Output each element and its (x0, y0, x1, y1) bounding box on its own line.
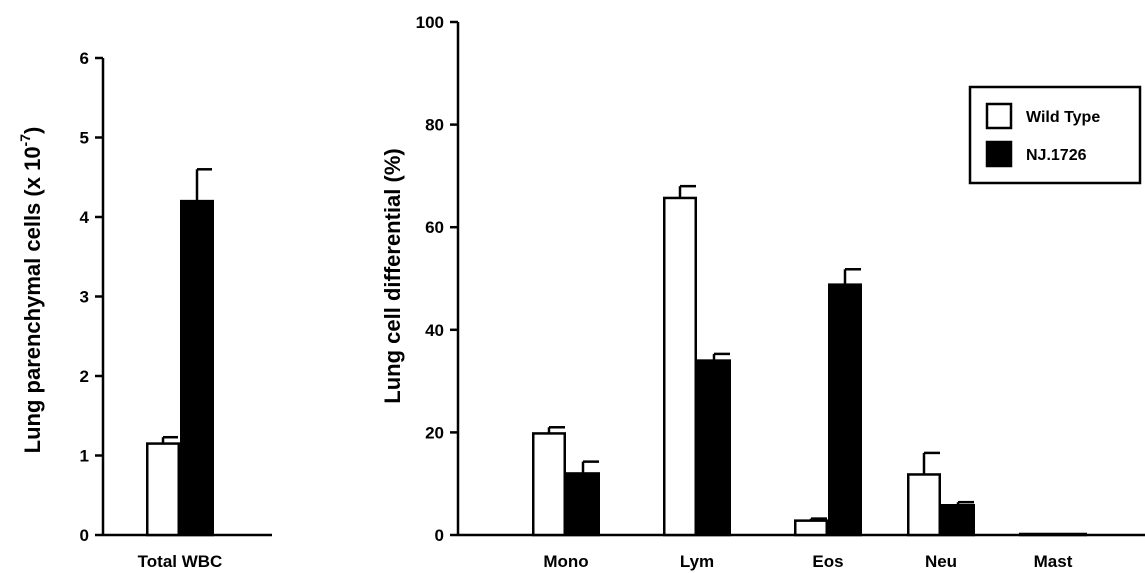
left-y-tick-label: 3 (80, 288, 89, 307)
right-y-tick-label: 40 (425, 321, 444, 340)
left-y-tick-label: 4 (80, 208, 90, 227)
legend: Wild Type NJ.1726 (968, 85, 1142, 185)
right-category-label: Eos (812, 552, 843, 571)
left-y-tick-label: 6 (80, 49, 89, 68)
left-bar-nj1726 (180, 199, 214, 537)
right-bar-wild-type (794, 519, 828, 537)
right-y-tick-label: 80 (425, 116, 444, 135)
right-category-label: Mast (1034, 552, 1073, 571)
right-category-label: Neu (925, 552, 957, 571)
legend-swatch (985, 102, 1013, 130)
left-y-tick-label: 0 (80, 526, 89, 545)
left-bar-wild-type (146, 442, 180, 537)
left-y-axis-label: Lung parenchymal cells (x 10-7) (17, 127, 45, 454)
right-bar-nj1726 (697, 359, 731, 537)
right-bar-nj1726 (1053, 532, 1087, 537)
legend-label: NJ.1726 (1026, 147, 1087, 164)
right-category-label: Lym (680, 552, 714, 571)
right-category-label: Mono (543, 552, 588, 571)
right-bar-wild-type (663, 196, 697, 537)
legend-label: Wild Type (1026, 109, 1100, 126)
right-y-tick-label: 100 (416, 13, 444, 32)
legend-swatch (985, 140, 1013, 168)
right-bar-wild-type (532, 432, 566, 537)
right-bar-wild-type (907, 473, 941, 537)
right-y-axis-label: Lung cell differential (%) (380, 148, 405, 403)
legend-box (968, 85, 1142, 185)
right-bar-wild-type (1019, 532, 1053, 537)
right-bar-nj1726 (828, 283, 862, 537)
total-wbc-chart: Lung parenchymal cells (x 10-7) 0 1 2 3 4 5 6 T… (17, 49, 272, 571)
right-bar-nj1726 (566, 472, 600, 537)
left-y-tick-label: 5 (80, 129, 89, 148)
left-y-tick-label: 2 (80, 367, 89, 386)
left-category-label: Total WBC (138, 552, 223, 571)
right-y-tick-label: 0 (435, 526, 444, 545)
left-y-tick-label: 1 (80, 447, 89, 466)
right-y-tick-label: 60 (425, 218, 444, 237)
right-bar-nj1726 (941, 503, 975, 537)
differential-chart: Lung cell differential (%) 0 20 40 60 80 100 M… (380, 13, 1145, 571)
right-y-tick-label: 20 (425, 423, 444, 442)
